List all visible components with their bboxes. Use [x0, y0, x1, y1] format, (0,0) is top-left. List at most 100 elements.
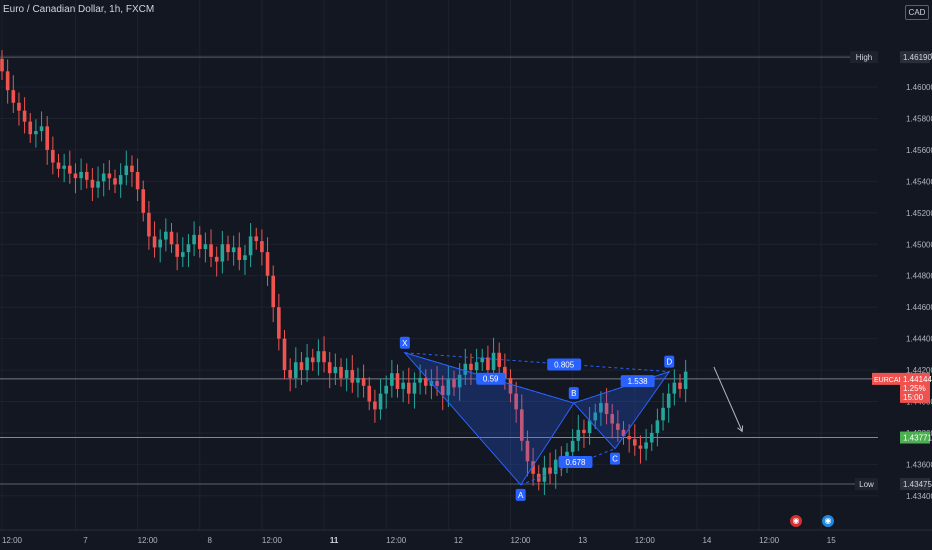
- chart-title: Euro / Canadian Dollar, 1h, FXCM: [3, 4, 155, 15]
- price-tick-label: 1.45200: [906, 209, 932, 218]
- time-tick-label: 12:00: [635, 536, 656, 545]
- arrow-head: [737, 425, 744, 433]
- pattern-ratio-label: 0.805: [554, 361, 575, 370]
- time-tick-label: 12:00: [262, 536, 283, 545]
- candle-body: [469, 363, 473, 371]
- price-tick-label: 1.44200: [906, 366, 932, 375]
- target-badge-bg: [900, 431, 930, 444]
- pattern-point-label: D: [666, 358, 672, 367]
- time-axis[interactable]: 12:00 7 12:00 8 12:00 11 12:00 12 12:00 13 12:00 14…: [0, 529, 932, 550]
- price-tick-label: 1.46000: [906, 83, 932, 92]
- candle-body: [28, 121, 33, 135]
- candle-body: [288, 370, 292, 378]
- price-lines: [0, 56, 878, 485]
- time-tick-label: 13: [578, 536, 587, 545]
- time-tick-label: 12:00: [138, 536, 159, 545]
- pattern-ratio-badge: [558, 456, 593, 469]
- candle-body: [271, 275, 275, 308]
- projection-arrow[interactable]: [713, 366, 744, 433]
- event-flag-red-icon[interactable]: ◉: [790, 515, 802, 527]
- event-flag-blue-icon[interactable]: ◉: [822, 515, 834, 527]
- candle-body: [45, 126, 49, 150]
- target-badge-value: 1.43771: [903, 434, 932, 443]
- candle-body: [395, 373, 400, 389]
- price-tick-label: 1.45800: [906, 114, 932, 123]
- time-tick-label: 12:00: [759, 536, 780, 545]
- candle-body: [34, 131, 38, 135]
- candle-body: [181, 252, 185, 257]
- candle-body: [175, 244, 179, 257]
- price-tick-label: 1.44800: [906, 272, 932, 281]
- candle-body: [147, 212, 151, 237]
- price-badges: High 1.46190 Low 1.43475 1.43771 EURCAD 1.4414…: [850, 51, 932, 491]
- pattern-ratio-line: [404, 352, 670, 373]
- price-axis[interactable]: 1.462001.460001.458001.456001.454001.452…: [878, 0, 932, 550]
- candle-body: [621, 429, 626, 437]
- candle-body: [486, 357, 490, 371]
- last-price-badge-bg: [900, 372, 930, 403]
- candle-body: [508, 377, 513, 394]
- candle-body: [390, 373, 394, 386]
- time-tick-label: 15: [827, 536, 836, 545]
- time-tick-label: 11: [330, 536, 339, 545]
- candle-body: [316, 351, 321, 363]
- pattern-ratio-badge: [547, 358, 582, 371]
- symbol-badge-bg: [872, 372, 900, 385]
- currency-badge[interactable]: CAD: [905, 5, 929, 20]
- candle-body: [683, 371, 688, 389]
- candle-body: [344, 370, 349, 378]
- candle-body: [130, 165, 134, 172]
- candle-body: [435, 381, 439, 386]
- time-tick-label: 12: [454, 536, 463, 545]
- candle-body: [446, 379, 451, 396]
- candle-body: [0, 58, 4, 72]
- candle-body: [678, 382, 682, 389]
- candle-body: [361, 377, 366, 386]
- candlestick-series: [0, 50, 688, 496]
- candle-body: [107, 173, 112, 179]
- pattern-ratio-label: 0.678: [565, 458, 586, 467]
- candle-body: [497, 352, 501, 367]
- candle-body: [644, 442, 648, 449]
- pattern-point-label: C: [612, 455, 618, 464]
- candle-body: [299, 362, 304, 371]
- candle-body: [378, 393, 383, 410]
- pattern-point-badge: [399, 336, 410, 349]
- candle-body: [531, 461, 535, 474]
- candle-body: [203, 244, 208, 249]
- candle-body: [62, 165, 66, 169]
- pattern-point-label: A: [518, 491, 524, 500]
- candle-body: [237, 247, 242, 260]
- candle-body: [350, 370, 355, 383]
- candle-body: [599, 403, 603, 413]
- candle-body: [480, 357, 485, 363]
- arrow-line: [713, 366, 743, 432]
- harmonic-pattern[interactable]: X A B C D 0.59 0.805 1.538 0.678: [399, 336, 675, 501]
- candle-body: [39, 126, 44, 132]
- low-badge-value: 1.43475: [903, 480, 932, 489]
- candle-body: [305, 357, 309, 371]
- price-tick-label: 1.45600: [906, 146, 932, 155]
- candle-body: [96, 181, 100, 188]
- candle-body: [79, 171, 83, 179]
- candle-body: [158, 239, 162, 248]
- candle-body: [277, 307, 281, 339]
- candle-body: [260, 241, 264, 253]
- candle-body: [356, 377, 360, 383]
- candle-body: [412, 382, 417, 394]
- time-tick-label: 7: [83, 536, 88, 545]
- low-badge-label: Low: [859, 480, 874, 489]
- candle-body: [265, 252, 270, 276]
- candle-body: [310, 357, 315, 363]
- candle-body: [113, 178, 117, 185]
- price-tick-label: 1.44400: [906, 335, 932, 344]
- candle-body: [418, 377, 422, 383]
- time-tick-label: 12:00: [386, 536, 407, 545]
- grid-lines: [0, 0, 878, 530]
- high-badge-bg: [900, 51, 930, 64]
- candle-body: [209, 244, 213, 257]
- candle-body: [84, 171, 89, 180]
- candle-body: [68, 165, 72, 174]
- candle-body: [51, 149, 55, 163]
